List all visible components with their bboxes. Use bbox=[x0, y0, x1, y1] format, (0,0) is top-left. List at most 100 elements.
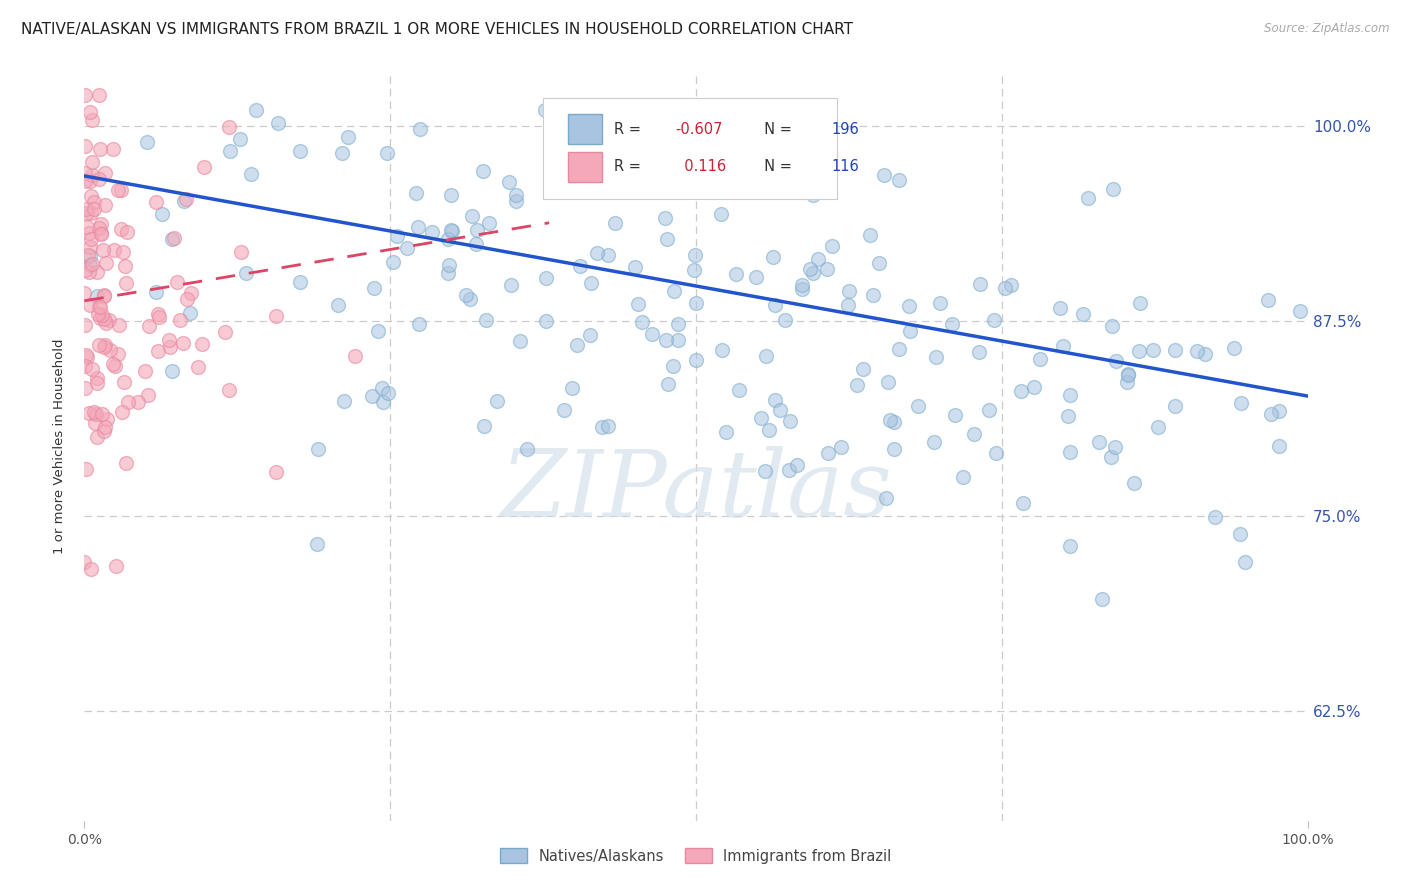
Point bbox=[110, 182, 132, 196]
Point bbox=[80, 362, 103, 376]
Point bbox=[363, 281, 385, 295]
Point bbox=[110, 222, 132, 236]
Point bbox=[862, 287, 884, 301]
Point bbox=[90, 217, 112, 231]
Point bbox=[93, 424, 115, 438]
Point bbox=[104, 359, 127, 374]
Point bbox=[498, 175, 520, 189]
Point bbox=[79, 259, 101, 273]
Point bbox=[87, 171, 110, 186]
Point bbox=[598, 418, 620, 433]
Point bbox=[73, 555, 96, 569]
Point bbox=[100, 343, 122, 357]
Point bbox=[103, 244, 125, 258]
Point bbox=[801, 266, 824, 280]
Point bbox=[73, 359, 96, 374]
Point bbox=[815, 261, 838, 276]
Point bbox=[439, 258, 461, 272]
Point bbox=[779, 414, 801, 428]
Point bbox=[440, 188, 463, 202]
Point bbox=[763, 297, 786, 311]
Point bbox=[859, 227, 882, 242]
Point bbox=[288, 145, 311, 159]
Point bbox=[114, 376, 136, 390]
Point bbox=[641, 327, 664, 342]
Point bbox=[1104, 440, 1126, 454]
Point bbox=[762, 250, 785, 264]
Point bbox=[382, 255, 405, 269]
Point bbox=[96, 412, 118, 426]
Point bbox=[778, 463, 800, 477]
Point bbox=[1260, 407, 1282, 421]
Text: R =: R = bbox=[614, 159, 645, 174]
Point bbox=[1101, 182, 1123, 196]
Point bbox=[288, 275, 311, 289]
Point bbox=[963, 426, 986, 441]
Point bbox=[994, 281, 1017, 295]
Point bbox=[1122, 476, 1144, 491]
Point bbox=[682, 262, 704, 277]
Point bbox=[1059, 539, 1081, 553]
Point bbox=[1116, 367, 1139, 381]
Point bbox=[799, 262, 821, 277]
Point bbox=[852, 362, 875, 376]
Point bbox=[837, 297, 859, 311]
Point bbox=[80, 206, 103, 220]
FancyBboxPatch shape bbox=[568, 152, 602, 181]
Point bbox=[218, 384, 240, 398]
Point bbox=[73, 381, 96, 395]
Point bbox=[749, 178, 772, 193]
Point bbox=[754, 464, 776, 478]
Point bbox=[768, 402, 790, 417]
Point bbox=[683, 247, 706, 261]
Point bbox=[792, 282, 814, 296]
Point bbox=[138, 318, 160, 333]
Point bbox=[983, 313, 1005, 327]
Point bbox=[235, 266, 257, 280]
Point bbox=[89, 87, 111, 102]
Point bbox=[536, 314, 558, 328]
Point bbox=[922, 435, 945, 450]
Point bbox=[80, 232, 103, 246]
Point bbox=[749, 411, 772, 425]
Point bbox=[883, 442, 905, 457]
Point bbox=[86, 265, 108, 279]
Point bbox=[83, 405, 105, 419]
Point bbox=[344, 349, 367, 363]
Point bbox=[505, 187, 527, 202]
Point bbox=[73, 87, 96, 102]
Point bbox=[228, 132, 250, 146]
Point bbox=[941, 318, 963, 332]
Point bbox=[561, 381, 583, 395]
Point bbox=[662, 359, 685, 373]
Point bbox=[166, 275, 188, 289]
Point bbox=[967, 345, 990, 359]
Point bbox=[1223, 341, 1246, 355]
Text: NATIVE/ALASKAN VS IMMIGRANTS FROM BRAZIL 1 OR MORE VEHICLES IN HOUSEHOLD CORRELA: NATIVE/ALASKAN VS IMMIGRANTS FROM BRAZIL… bbox=[21, 22, 853, 37]
Point bbox=[409, 122, 432, 136]
Point bbox=[163, 230, 186, 244]
Point bbox=[838, 284, 860, 298]
Point bbox=[89, 310, 111, 325]
Point bbox=[148, 310, 170, 325]
Text: -0.607: -0.607 bbox=[675, 121, 723, 136]
Point bbox=[86, 376, 108, 390]
Point bbox=[87, 307, 110, 321]
Point bbox=[79, 249, 101, 263]
Point bbox=[485, 393, 508, 408]
Point bbox=[544, 181, 567, 195]
Point bbox=[79, 174, 101, 188]
Point bbox=[714, 425, 737, 439]
Point bbox=[76, 219, 98, 234]
Point bbox=[1129, 296, 1152, 310]
Point bbox=[943, 409, 966, 423]
Point bbox=[877, 375, 900, 389]
Point bbox=[377, 146, 399, 161]
Point bbox=[405, 186, 427, 200]
Point bbox=[1164, 343, 1187, 357]
Point bbox=[93, 340, 115, 354]
Point bbox=[875, 491, 897, 505]
Point bbox=[172, 336, 194, 351]
Point bbox=[662, 284, 685, 298]
Point bbox=[553, 403, 575, 417]
